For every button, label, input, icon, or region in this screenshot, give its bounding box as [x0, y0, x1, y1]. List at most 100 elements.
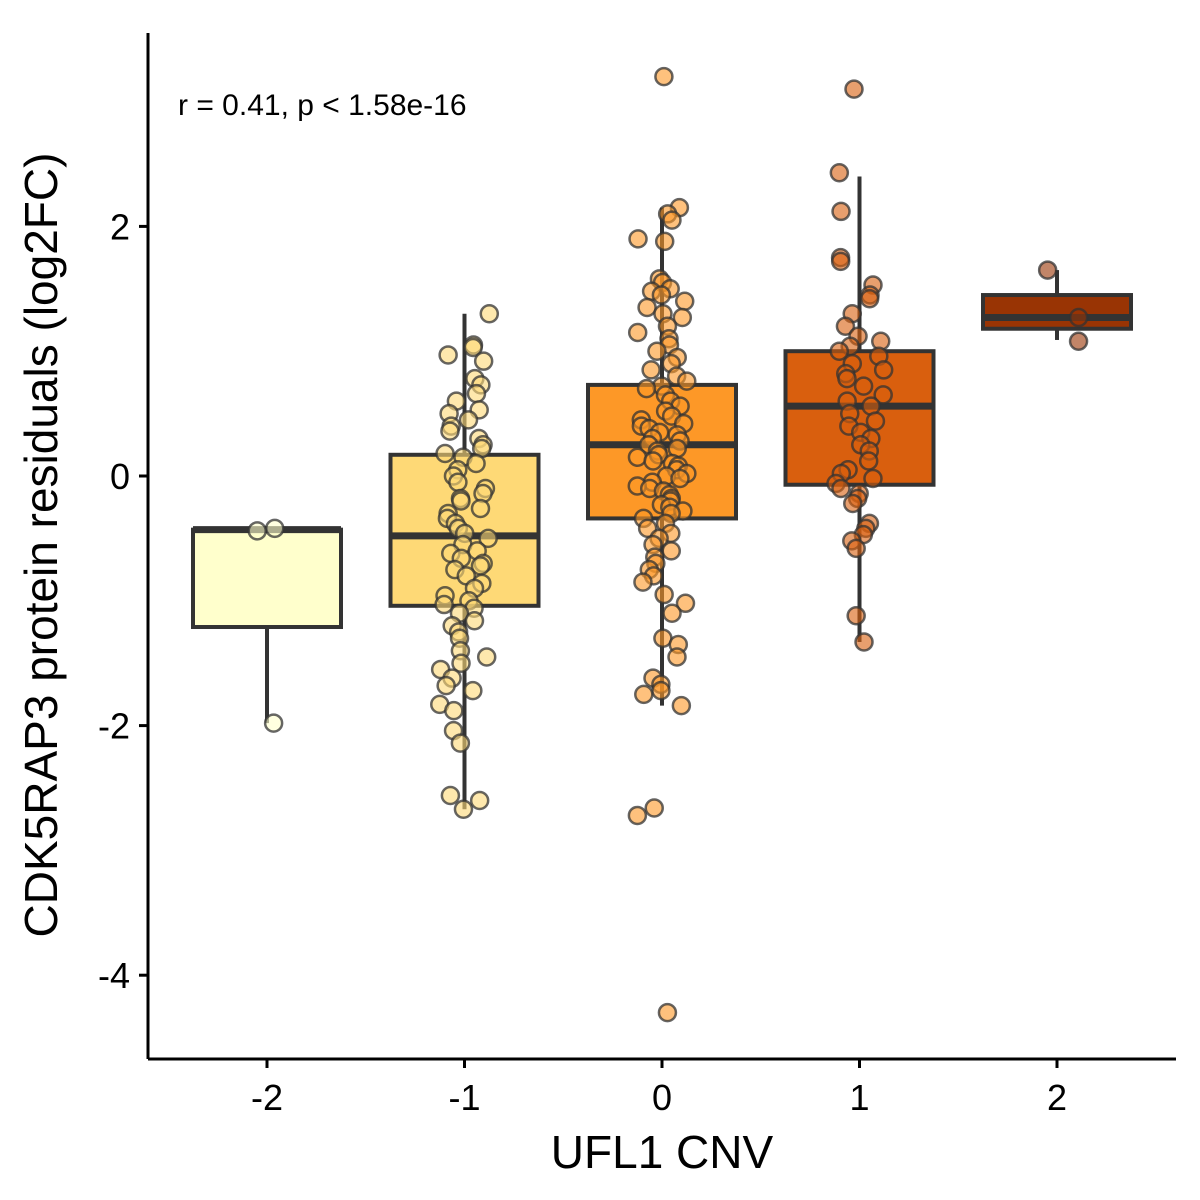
data-point	[829, 341, 850, 361]
data-point	[671, 695, 692, 716]
x-ticks: -2 -1 0 1 2	[251, 1059, 1067, 1118]
box-rect	[783, 349, 936, 487]
data-point	[464, 611, 485, 631]
data-point	[466, 383, 487, 404]
data-point	[662, 210, 682, 230]
data-point	[1068, 331, 1089, 351]
jitter-points-layer	[247, 66, 1089, 1023]
data-point	[674, 291, 695, 312]
data-point	[265, 518, 285, 539]
data-point	[853, 376, 874, 396]
data-point	[672, 307, 693, 328]
data-point	[831, 478, 851, 499]
data-point	[1068, 307, 1089, 328]
data-point	[444, 700, 464, 721]
data-point	[854, 632, 874, 652]
y-axis-title: CDK5RAP3 protein residuals (log2FC)	[15, 153, 67, 938]
data-point	[451, 653, 471, 673]
data-point	[863, 468, 883, 489]
data-point	[627, 322, 648, 343]
x-tick-label: 2	[1047, 1077, 1067, 1118]
data-point	[662, 603, 682, 624]
box-rect	[981, 293, 1133, 331]
data-point	[830, 251, 851, 272]
data-point	[641, 360, 661, 380]
data-point	[458, 410, 479, 430]
data-point	[435, 443, 455, 464]
data-point	[670, 468, 690, 489]
x-tick-label: 1	[849, 1077, 869, 1118]
data-point	[837, 368, 857, 389]
y-tick-label: 2	[110, 206, 130, 247]
data-point	[644, 798, 664, 818]
data-point	[654, 231, 675, 252]
data-point	[448, 472, 468, 492]
x-tick-label: -1	[448, 1077, 480, 1118]
data-point	[647, 341, 667, 361]
data-point	[440, 421, 460, 441]
data-point	[473, 351, 494, 371]
y-tick-label: -2	[98, 706, 130, 747]
box--2	[191, 526, 343, 724]
box-1	[783, 176, 936, 642]
data-point	[675, 593, 696, 614]
y-tick-label: -4	[98, 955, 130, 996]
data-point	[478, 528, 498, 549]
data-point	[651, 680, 671, 701]
data-point	[843, 493, 863, 514]
data-point	[436, 675, 456, 696]
data-point	[654, 66, 674, 87]
data-point	[835, 316, 856, 336]
data-point	[643, 451, 663, 471]
data-point	[654, 584, 674, 605]
data-point	[846, 538, 866, 559]
data-point	[637, 297, 657, 318]
data-point	[651, 285, 672, 305]
x-tick-label: 0	[652, 1077, 672, 1118]
data-point	[434, 594, 454, 615]
annotation-text: r = 0.41, p < 1.58e-16	[178, 89, 467, 122]
data-point	[453, 799, 474, 819]
y-tick-label: 0	[110, 456, 130, 497]
data-point	[263, 713, 284, 733]
data-point	[627, 805, 648, 826]
data-point	[873, 385, 893, 405]
y-ticks: -4 -2 0 2	[98, 206, 148, 996]
data-point	[440, 785, 461, 806]
box-2	[981, 270, 1133, 340]
x-axis-title: UFL1 CNV	[551, 1126, 774, 1178]
data-point	[844, 79, 864, 99]
data-point	[859, 289, 880, 309]
data-point	[634, 684, 654, 705]
data-point	[831, 201, 851, 222]
data-point	[636, 378, 657, 399]
data-point	[661, 541, 682, 561]
data-point	[657, 1002, 678, 1023]
data-point	[451, 491, 471, 511]
data-point	[466, 453, 486, 474]
data-point	[865, 411, 886, 431]
data-point	[469, 790, 490, 811]
data-point	[450, 733, 471, 753]
data-point	[438, 345, 458, 365]
data-point	[829, 162, 850, 183]
data-point	[479, 304, 500, 324]
data-point	[463, 337, 483, 358]
data-point	[463, 680, 483, 701]
data-point	[873, 360, 894, 380]
data-point	[470, 498, 491, 519]
data-point	[628, 229, 648, 249]
data-point	[1037, 260, 1058, 280]
data-point	[667, 647, 687, 667]
data-point	[846, 606, 866, 626]
data-point	[627, 447, 648, 468]
data-point	[858, 451, 879, 471]
data-point	[677, 371, 697, 391]
data-point	[247, 521, 267, 541]
box-rect	[191, 527, 343, 630]
data-point	[476, 647, 497, 667]
data-point	[633, 572, 653, 592]
x-tick-label: -2	[251, 1077, 283, 1118]
